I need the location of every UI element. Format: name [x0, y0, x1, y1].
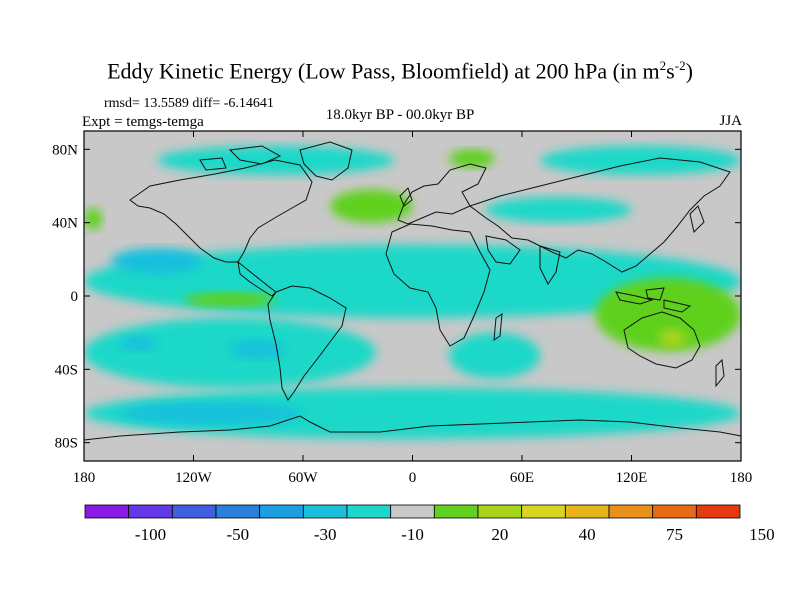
- y-tick-label-3: 40S: [55, 362, 78, 378]
- x-tick-label-5: 120E: [616, 470, 648, 486]
- field-region-3: [184, 292, 276, 307]
- coastline-new-zealand: [715, 358, 725, 388]
- colorbar-swatch-13: [652, 504, 697, 519]
- y-tick-label-1: 40N: [52, 216, 78, 232]
- colorbar-swatch-1: [128, 504, 173, 519]
- colorbar-label-6: 75: [666, 525, 683, 544]
- field-region-16: [449, 332, 541, 379]
- colorbar-label-0: -100: [135, 525, 166, 544]
- colorbar-swatch-2: [171, 504, 217, 519]
- colorbar-label-4: 20: [491, 525, 508, 544]
- colorbar-label-7: 150: [749, 525, 775, 544]
- x-tick-label-6: 180: [730, 470, 753, 486]
- field-region-6: [120, 336, 157, 351]
- x-tick-label-4: 60E: [510, 470, 534, 486]
- field-region-7: [230, 340, 285, 359]
- colorbar-swatch-0: [84, 504, 130, 519]
- stats-label: rmsd= 13.5589 diff= -6.14641: [104, 96, 274, 111]
- field-region-11: [540, 145, 741, 175]
- coastline-europe: [397, 163, 487, 225]
- colorbar-swatch-4: [259, 504, 304, 519]
- experiment-label: Expt = temgs-temga: [82, 114, 204, 130]
- colorbar-swatch-12: [608, 504, 654, 519]
- colorbar-swatch-10: [521, 504, 566, 519]
- coastline-asia: [468, 157, 731, 273]
- coastline-arabia: [485, 235, 521, 265]
- colorbar-swatch-7: [390, 504, 435, 519]
- field-region-15: [658, 329, 687, 348]
- coastline-north-america: [129, 159, 313, 263]
- colorbar-label-3: -10: [401, 525, 424, 544]
- field-region-12: [449, 149, 495, 168]
- field-region-4: [330, 189, 413, 223]
- field-region-17: [84, 208, 103, 230]
- coastline-central-america: [237, 260, 277, 297]
- coastline-greenland: [299, 141, 353, 181]
- colorbar-swatch-5: [302, 504, 348, 519]
- x-tick-label-1: 120W: [175, 470, 213, 486]
- coastline-arctic-islands: [199, 145, 282, 171]
- colorbar-swatch-11: [564, 504, 610, 519]
- coastline-australia: [623, 311, 701, 369]
- y-tick-label-2: 0: [71, 289, 79, 305]
- colorbar-label-5: 40: [579, 525, 596, 544]
- y-tick-label-0: 80N: [52, 142, 78, 158]
- coastline-layer: [84, 141, 741, 441]
- coastline-indonesia: [615, 287, 692, 313]
- coastline-madagascar: [493, 313, 503, 341]
- colorbar-swatch-8: [433, 504, 479, 519]
- field-region-8: [84, 387, 741, 440]
- colorbar-label-2: -30: [314, 525, 337, 544]
- field-region-9: [120, 402, 303, 425]
- colorbar-swatch-9: [477, 504, 523, 519]
- coastline-britain: [399, 187, 413, 207]
- axes-layer: 180 120W 60W 0 60E 120E 180 80N 40N 0 40S 80S: [52, 131, 752, 486]
- x-tick-label-2: 60W: [288, 470, 318, 486]
- period-label: 18.0kyr BP - 00.0kyr BP: [325, 107, 475, 123]
- x-tick-label-0: 180: [73, 470, 96, 486]
- coastline-south-america: [267, 285, 347, 401]
- colorbar: -100 -50 -30 -10 20 40 75 150: [84, 504, 775, 544]
- y-tick-label-4: 80S: [55, 436, 78, 452]
- colorbar-swatch-3: [215, 504, 261, 519]
- colorbar-swatch-14: [695, 504, 741, 519]
- field-region-2: [111, 248, 203, 274]
- coastline-antarctica: [84, 415, 741, 441]
- coastline-africa: [385, 223, 491, 347]
- season-label: JJA: [719, 113, 742, 129]
- x-tick-label-3: 0: [409, 470, 417, 486]
- field-layer: [84, 131, 741, 461]
- coastline-japan: [689, 205, 705, 233]
- coastline-india: [539, 245, 561, 285]
- field-region-13: [485, 197, 632, 223]
- field-region-5: [84, 318, 376, 388]
- colorbar-label-1: -50: [226, 525, 249, 544]
- chart-title: Eddy Kinetic Energy (Low Pass, Bloomfiel…: [107, 58, 693, 84]
- colorbar-swatch-6: [346, 504, 392, 519]
